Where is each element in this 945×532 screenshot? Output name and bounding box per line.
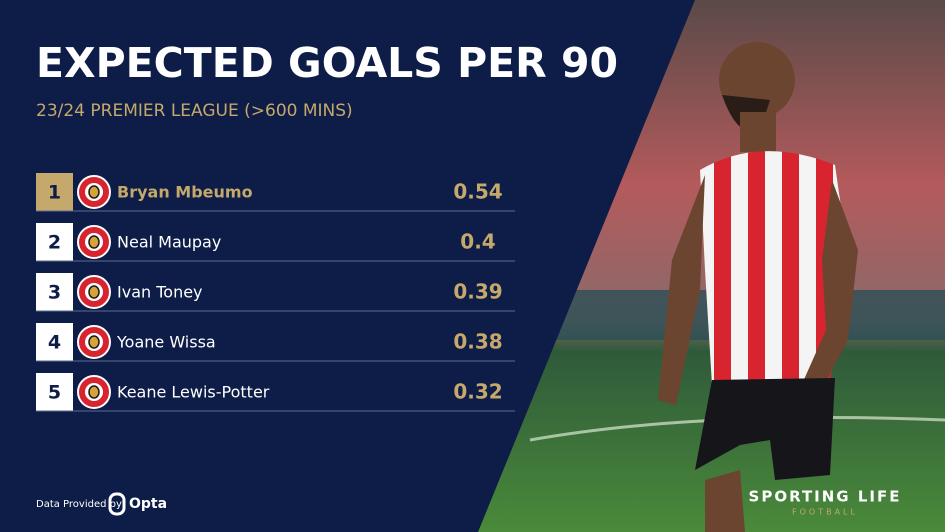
crest-bee	[88, 285, 100, 299]
player-name: Bryan Mbeumo	[117, 183, 253, 202]
xg-value: 0.38	[453, 330, 502, 354]
rank: 1	[48, 182, 61, 204]
photo	[470, 0, 945, 532]
xg-value: 0.39	[453, 280, 502, 304]
rank-box	[36, 373, 73, 411]
rank-box	[36, 173, 73, 211]
subtitle: 23/24 PREMIER LEAGUE (>600 MINS)	[36, 101, 353, 121]
rank-box	[36, 273, 73, 311]
player-name: Ivan Toney	[117, 283, 203, 302]
crest-bee	[88, 335, 100, 349]
ranking-table: 1 Bryan Mbeumo 0.54 2 Neal Maupay 0.4 3 Ivan To…	[36, 173, 515, 412]
crest-bee	[88, 385, 100, 399]
player-name: Keane Lewis-Potter	[117, 383, 270, 402]
row: 4 Yoane Wissa 0.38	[36, 323, 515, 362]
rank-box	[36, 223, 73, 261]
row: 1 Bryan Mbeumo 0.54	[36, 173, 515, 212]
rank: 5	[48, 382, 61, 404]
title: EXPECTED GOALS PER 90	[36, 39, 618, 87]
xg-value: 0.54	[453, 180, 502, 204]
crest-bee	[88, 235, 100, 249]
row: 3 Ivan Toney 0.39	[36, 273, 515, 312]
brand: SPORTING LIFE	[749, 488, 902, 506]
row: 5 Keane Lewis-Potter 0.32	[36, 373, 515, 412]
provider: Opta	[129, 496, 167, 512]
crest-bee	[88, 185, 100, 199]
rank-box	[36, 323, 73, 361]
credit: Data Provided by	[36, 499, 122, 510]
player-name: Neal Maupay	[117, 233, 221, 252]
rank: 3	[48, 282, 61, 304]
player-name: Yoane Wissa	[116, 333, 216, 352]
xg-value: 0.4	[460, 230, 495, 254]
rank: 2	[48, 232, 61, 254]
panel	[0, 0, 695, 532]
brand-sub: FOOTBALL	[792, 508, 858, 517]
opta-logo	[108, 492, 126, 516]
xg-value: 0.32	[453, 380, 502, 404]
rank: 4	[48, 332, 61, 354]
row: 2 Neal Maupay 0.4	[36, 223, 515, 262]
